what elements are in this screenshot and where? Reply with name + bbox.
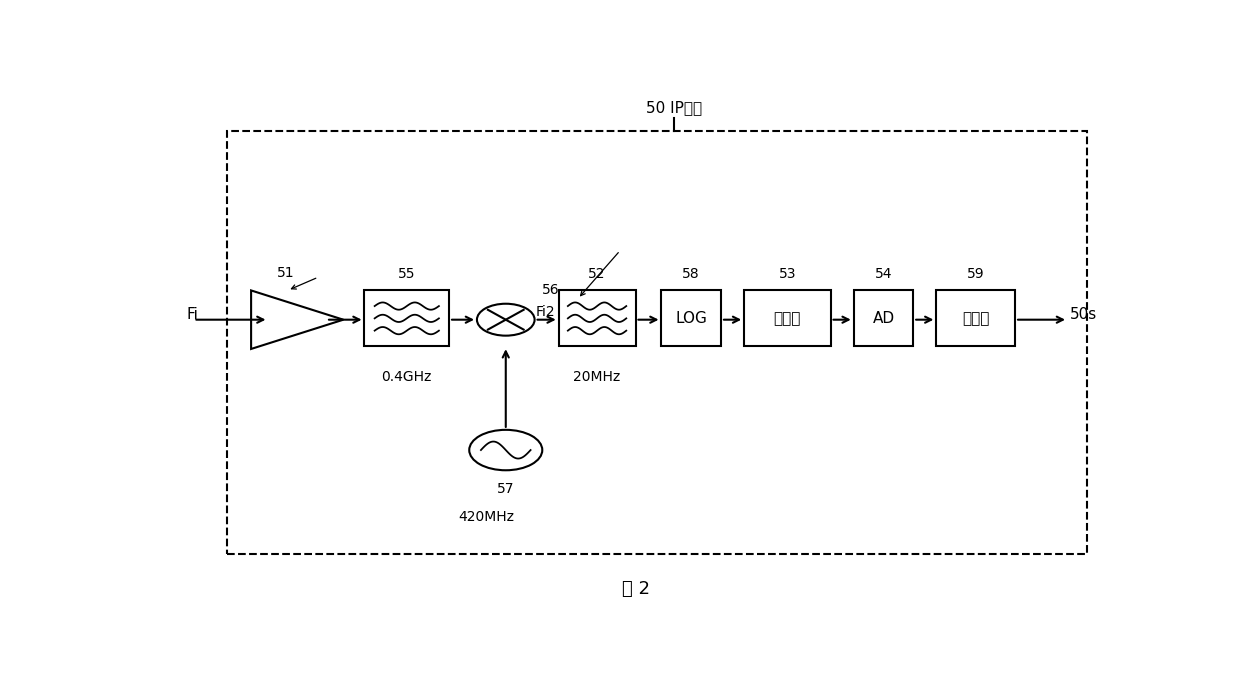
Text: LOG: LOG: [676, 311, 707, 326]
Text: 420MHz: 420MHz: [459, 510, 515, 524]
Text: 0.4GHz: 0.4GHz: [382, 370, 432, 384]
Text: 50 IP部件: 50 IP部件: [646, 100, 702, 115]
Text: 51: 51: [277, 266, 295, 280]
Text: 58: 58: [682, 267, 701, 281]
Text: 52: 52: [588, 267, 606, 281]
Text: 54: 54: [874, 267, 893, 281]
Text: Fi2: Fi2: [536, 305, 556, 319]
Text: Fi: Fi: [187, 307, 198, 322]
Bar: [744, 290, 831, 346]
Text: 图 2: 图 2: [621, 580, 650, 598]
Bar: [558, 290, 635, 346]
Text: 检测器: 检测器: [774, 311, 801, 326]
Bar: [936, 290, 1016, 346]
Text: AD: AD: [873, 311, 894, 326]
Text: 50s: 50s: [1070, 307, 1097, 322]
Text: 53: 53: [779, 267, 796, 281]
Text: 存储器: 存储器: [962, 311, 990, 326]
Text: 20MHz: 20MHz: [573, 370, 621, 384]
Bar: [661, 290, 720, 346]
Text: 59: 59: [967, 267, 985, 281]
Text: 56: 56: [542, 283, 560, 297]
Bar: [227, 131, 1087, 553]
Text: 57: 57: [497, 482, 515, 496]
Text: 55: 55: [398, 267, 415, 281]
Bar: [853, 290, 913, 346]
Bar: [365, 290, 449, 346]
